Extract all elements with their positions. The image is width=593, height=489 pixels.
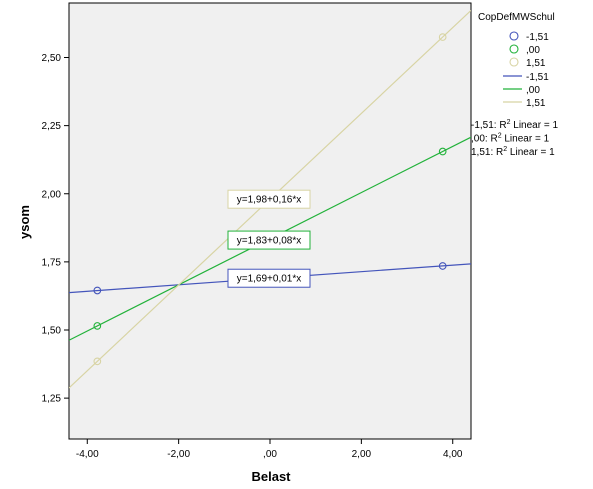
- data-point: [438, 147, 447, 156]
- y-tick-label: 1,25: [42, 394, 62, 405]
- equation-box: [227, 189, 311, 209]
- x-tick-label: 4,00: [443, 449, 463, 460]
- equation-label: y=1,69+0,01*x: [237, 274, 302, 285]
- y-tick-label: 2,50: [42, 53, 62, 64]
- r2-annotation: ,00: R2 Linear = 1: [471, 133, 550, 145]
- data-point: [93, 357, 102, 366]
- y-tick-label: 2,00: [42, 189, 62, 200]
- equation-label: y=1,98+0,16*x: [237, 195, 302, 206]
- x-tick-label: ,00: [263, 449, 277, 460]
- x-tick-label: 2,00: [352, 449, 372, 460]
- data-point: [438, 33, 447, 41]
- legend-label: 1,51: [526, 58, 546, 69]
- y-tick-label: 2,25: [42, 121, 62, 132]
- data-point: [93, 286, 102, 295]
- y-tick-label: 1,75: [42, 257, 62, 268]
- x-tick-label: -2,00: [167, 449, 190, 460]
- x-axis-label: Belast: [251, 469, 291, 484]
- legend-label: -1,51: [526, 72, 549, 83]
- plot-area: [68, 2, 472, 440]
- legend-label: ,00: [526, 45, 540, 56]
- legend-label: 1,51: [526, 98, 546, 109]
- equation-box: [227, 230, 311, 250]
- legend-label: ,00: [526, 85, 540, 96]
- r2-annotation: 1,51: R2 Linear = 1: [471, 146, 555, 158]
- legend-label: -1,51: [526, 32, 549, 43]
- legend-marker: [509, 57, 519, 67]
- legend-title: CopDefMWSchul: [478, 12, 555, 23]
- legend-marker: [509, 31, 519, 41]
- data-point: [93, 322, 102, 330]
- equation-label: y=1,83+0,08*x: [237, 236, 302, 247]
- legend-marker: [509, 44, 519, 54]
- data-point: [438, 262, 447, 270]
- r2-annotation: -1,51: R2 Linear = 1: [471, 119, 558, 131]
- y-tick-label: 1,50: [42, 326, 62, 337]
- y-axis-label: ysom: [17, 205, 32, 239]
- x-tick-label: -4,00: [76, 449, 99, 460]
- equation-box: [227, 268, 311, 288]
